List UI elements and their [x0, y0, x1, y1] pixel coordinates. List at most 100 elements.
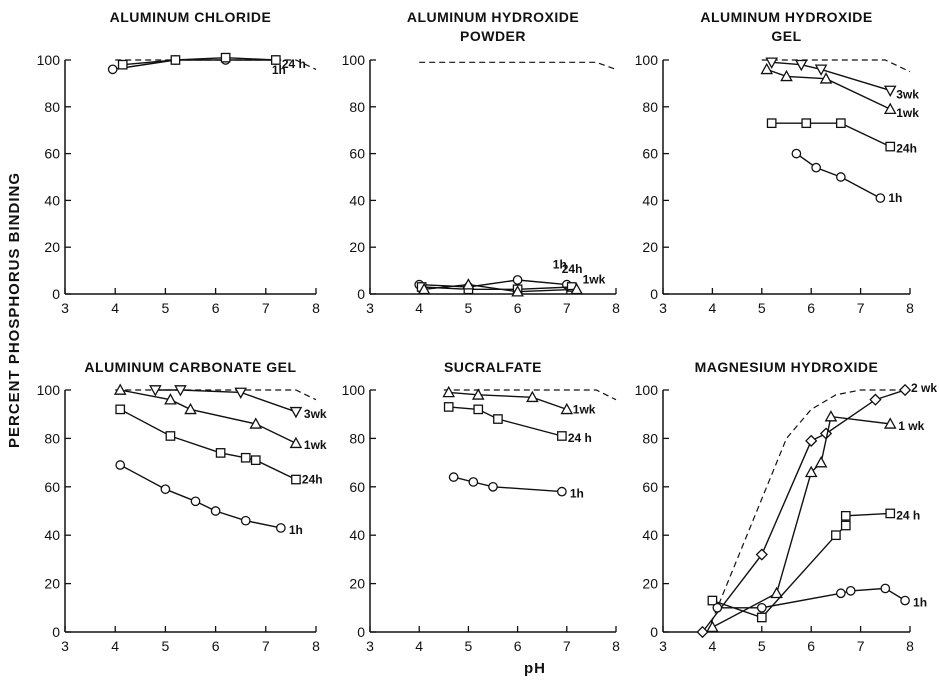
series-label: 1h	[888, 191, 902, 205]
y-tick-label: 20	[642, 576, 658, 592]
data-point	[107, 64, 118, 75]
data-point	[511, 285, 524, 297]
data-point	[215, 448, 226, 458]
panel-title: ALUMINUM HYDROXIDE	[407, 9, 579, 25]
x-tick-label: 3	[61, 300, 69, 316]
data-point	[473, 404, 484, 415]
reference-dashed-curve	[706, 389, 910, 633]
data-point	[149, 385, 162, 397]
y-tick-label: 20	[349, 576, 365, 592]
panel-title: MAGNESIUM HYDROXIDE	[695, 359, 879, 375]
y-tick-label: 40	[349, 192, 365, 208]
data-point	[240, 515, 251, 526]
y-tick-label: 100	[635, 52, 659, 68]
y-tick-label: 40	[642, 192, 658, 208]
data-point	[448, 472, 459, 482]
x-tick-label: 6	[807, 638, 815, 654]
series-1h: 1h	[448, 472, 584, 501]
x-tick-label: 3	[659, 638, 667, 654]
data-point	[811, 162, 821, 173]
series-label: 1 wk	[898, 419, 924, 433]
series-label: 1h	[289, 523, 303, 537]
x-tick-label: 6	[212, 300, 220, 316]
data-point	[801, 118, 812, 129]
y-tick-label: 80	[44, 99, 60, 115]
data-point	[765, 57, 778, 69]
series-3wk: 3wk	[765, 57, 919, 101]
data-point	[526, 390, 539, 403]
data-point	[220, 52, 231, 63]
data-point	[900, 595, 910, 606]
data-point	[160, 484, 171, 495]
panel-title: SUCRALFATE	[444, 359, 542, 375]
series-label: 24h	[896, 142, 917, 156]
x-tick-label: 5	[758, 638, 766, 654]
y-tick-label: 0	[52, 624, 60, 640]
y-tick-label: 100	[342, 382, 366, 398]
data-point	[791, 148, 802, 159]
series-line	[112, 59, 276, 71]
data-point	[840, 510, 851, 521]
x-tick-label: 8	[312, 300, 320, 316]
data-point	[831, 530, 841, 541]
data-point	[835, 172, 846, 182]
series-line	[448, 391, 568, 411]
series-label: 1wk	[583, 272, 606, 286]
data-point	[291, 474, 301, 485]
y-tick-label: 100	[342, 52, 366, 68]
y-tick-label: 100	[635, 382, 659, 398]
x-tick-label: 4	[111, 300, 119, 316]
data-point	[417, 282, 431, 295]
panel-title: ALUMINUM HYDROXIDE	[700, 9, 872, 25]
y-tick-label: 60	[349, 479, 365, 495]
x-tick-label: 4	[709, 638, 717, 654]
x-tick-label: 3	[366, 638, 374, 654]
data-point	[780, 69, 793, 82]
data-point	[712, 602, 723, 613]
data-point	[824, 410, 838, 422]
data-point	[707, 595, 718, 606]
y-tick-label: 20	[44, 576, 60, 592]
data-point	[250, 455, 261, 466]
y-tick-label: 60	[642, 146, 658, 162]
x-tick-label: 3	[61, 638, 69, 654]
data-point	[115, 460, 126, 470]
data-point	[165, 431, 176, 441]
y-tick-label: 40	[642, 527, 658, 543]
data-point	[869, 393, 882, 406]
series-line	[119, 464, 282, 529]
data-point	[240, 452, 251, 463]
x-tick-label: 7	[857, 638, 865, 654]
x-tick-label: 6	[514, 638, 522, 654]
y-tick-label: 0	[357, 624, 365, 640]
x-tick-label: 8	[906, 300, 914, 316]
data-point	[766, 118, 777, 129]
data-point	[289, 436, 303, 449]
x-tick-label: 4	[415, 638, 423, 654]
x-tick-label: 5	[162, 300, 170, 316]
x-tick-label: 4	[415, 300, 423, 316]
y-tick-label: 40	[44, 192, 60, 208]
series-24h: 24h	[766, 118, 917, 156]
data-point	[210, 506, 221, 516]
y-axis-label: PERCENT PHOSPHORUS BINDING	[6, 172, 23, 448]
series-1h: 1h	[791, 148, 902, 205]
y-tick-label: 0	[650, 286, 658, 302]
series-line	[766, 68, 891, 110]
series-1wk: 1 wk	[706, 410, 925, 633]
y-tick-label: 80	[349, 99, 365, 115]
series-label: 2 wk	[911, 381, 937, 395]
data-point	[443, 402, 454, 412]
series-1wk: 1wk	[113, 383, 327, 452]
series-label: 3wk	[304, 407, 327, 421]
series-label: 24 h	[568, 431, 592, 445]
series-1h: 1h	[115, 460, 303, 537]
data-point	[814, 456, 828, 468]
series-line	[419, 279, 567, 288]
data-point	[493, 414, 503, 424]
y-tick-label: 0	[52, 286, 60, 302]
series-label: 3wk	[896, 87, 919, 101]
data-point	[760, 62, 774, 75]
data-point	[845, 586, 856, 596]
y-tick-label: 60	[642, 479, 658, 495]
